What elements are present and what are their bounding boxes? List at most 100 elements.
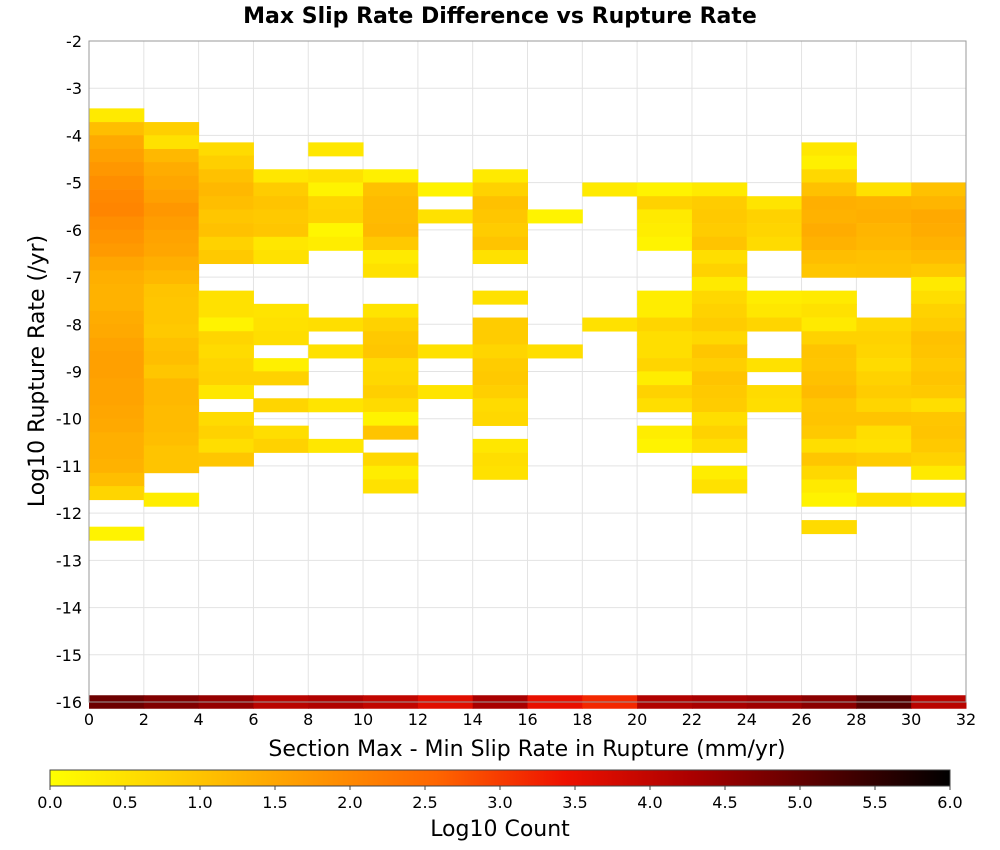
heatmap-cell (472, 182, 528, 197)
heatmap-cell (363, 411, 419, 426)
heatmap-cell (308, 223, 364, 238)
heatmap-cell (691, 276, 748, 291)
heatmap-cell (472, 438, 528, 453)
heatmap-cell (746, 385, 803, 400)
x-tick-label: 18 (572, 710, 592, 729)
heatmap-cell (691, 223, 748, 238)
heatmap-cell (637, 331, 693, 346)
colorbar-tick-label: 3.5 (562, 793, 587, 812)
y-tick-label: -10 (56, 410, 82, 429)
heatmap-cell (198, 438, 254, 453)
heatmap-cell (691, 411, 748, 426)
heatmap-cell (637, 182, 693, 197)
heatmap-cell (801, 425, 857, 440)
heatmap-cell (198, 209, 254, 224)
heatmap-cell (801, 371, 857, 386)
heatmap-cell (363, 169, 419, 184)
heatmap-cell (801, 209, 857, 224)
heatmap-cell (637, 223, 693, 238)
heatmap-cell (746, 290, 803, 305)
heatmap-cell (143, 418, 200, 433)
colorbar-tick-label: 4.0 (637, 793, 662, 812)
heatmap-cell (856, 331, 912, 346)
heatmap-cell (363, 250, 419, 265)
x-tick-label: 2 (139, 710, 149, 729)
heatmap-cell (89, 202, 145, 217)
heatmap-cell (746, 209, 803, 224)
heatmap-cell (363, 182, 419, 197)
heatmap-cell (363, 398, 419, 413)
heatmap-cell (89, 229, 145, 244)
heatmap-cell (801, 385, 857, 400)
heatmap-cell (911, 317, 967, 332)
chart-title: Max Slip Rate Difference vs Rupture Rate (243, 4, 757, 29)
heatmap-cell (417, 385, 474, 400)
heatmap-cell (911, 209, 967, 224)
colorbar-tick-label: 0.5 (112, 793, 137, 812)
colorbar-ticks: 0.0 0.5 1.0 1.5 2.0 2.5 3.0 3.5 4.0 4.5 5.0 5.5 6.0 (37, 786, 963, 812)
heatmap-cell (911, 276, 967, 291)
heatmap-cell (691, 303, 748, 318)
heatmap-cell (801, 492, 857, 507)
heatmap-cell (198, 452, 254, 467)
x-axis-label: Section Max - Min Slip Rate in Rupture (… (268, 737, 785, 762)
heatmap-cell (253, 317, 309, 332)
heatmap-cell (472, 223, 528, 238)
heatmap-cell (198, 411, 254, 426)
x-tick-label: 26 (791, 710, 811, 729)
heatmap-cell (198, 236, 254, 251)
heatmap-cell (472, 452, 528, 467)
heatmap-cell (143, 189, 200, 204)
heatmap-cell (89, 459, 145, 474)
x-tick-label: 16 (517, 710, 537, 729)
heatmap-cell (801, 520, 857, 535)
heatmap-cell (253, 331, 309, 346)
heatmap-cell (143, 162, 200, 177)
heatmap-cell (143, 324, 200, 339)
heatmap-cell (89, 108, 145, 123)
heatmap-cell (691, 371, 748, 386)
heatmap-cell (89, 135, 145, 150)
x-tick-label: 4 (194, 710, 204, 729)
heatmap-cell (746, 223, 803, 238)
colorbar-tick-label: 1.0 (187, 793, 212, 812)
heatmap-cell (801, 182, 857, 197)
heatmap-cell (637, 371, 693, 386)
heatmap-cell (801, 398, 857, 413)
heatmap-cell (253, 303, 309, 318)
heatmap-cell (143, 297, 200, 312)
y-axis-ticks: -2 -3 -4 -5 -6 -7 -8 -9 -10 -11 -12 -13 -14 -15 -16 (56, 32, 82, 712)
heatmap-cell (911, 385, 967, 400)
heatmap-cell (363, 223, 419, 238)
heatmap-cell (801, 452, 857, 467)
colorbar-label: Log10 Count (430, 817, 570, 842)
heatmap-cell (89, 189, 145, 204)
heatmap-cell (801, 290, 857, 305)
heatmap-cell (691, 250, 748, 265)
heatmap-cell (143, 135, 200, 150)
heatmap-cell (363, 209, 419, 224)
heatmap-cell (801, 303, 857, 318)
heatmap-cell (198, 250, 254, 265)
heatmap-cell (637, 209, 693, 224)
heatmap-cell (856, 492, 912, 507)
heatmap-cell (691, 425, 748, 440)
heatmap-cell (198, 317, 254, 332)
heatmap-cell (637, 358, 693, 373)
heatmap-cell (691, 182, 748, 197)
heatmap-cell (637, 385, 693, 400)
heatmap-cell (691, 479, 748, 494)
plot-frame (88, 40, 967, 703)
heatmap-cell (911, 371, 967, 386)
x-axis-ticks: 0 2 4 6 8 10 12 14 16 18 20 22 24 26 28 30 32 (84, 710, 976, 729)
heatmap-cell (89, 324, 145, 339)
heatmap-cell (856, 263, 912, 278)
y-tick-label: -2 (66, 32, 82, 51)
heatmap-cell (911, 331, 967, 346)
heatmap-cell (801, 465, 857, 480)
heatmap-cell (308, 196, 364, 211)
x-tick-label: 30 (901, 710, 921, 729)
heatmap-cell (911, 236, 967, 251)
heatmap-cell (472, 196, 528, 211)
heatmap-cell (89, 243, 145, 258)
